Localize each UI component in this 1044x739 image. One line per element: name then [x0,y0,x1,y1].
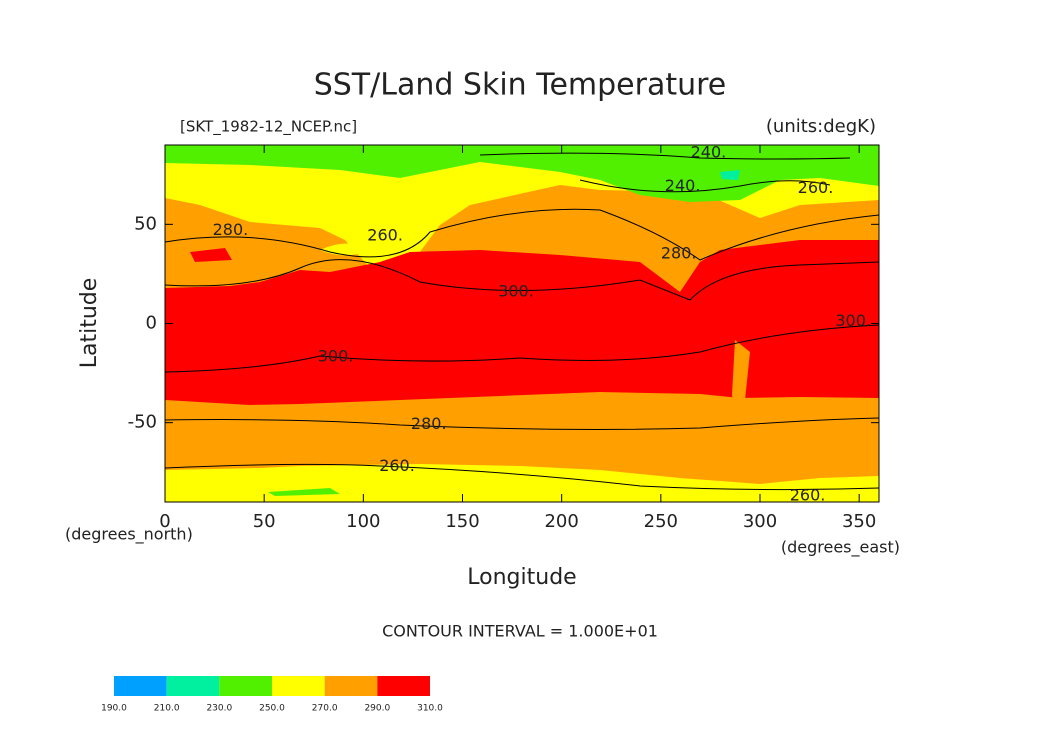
source-label: [SKT_1982-12_NCEP.nc] [180,118,357,137]
colorbar-label: 310.0 [417,704,443,714]
x-unit-label: (degrees_east) [781,538,900,558]
x-tick-label: 250 [644,511,678,532]
x-tick-label: 150 [445,511,479,532]
y-tick-label: 0 [146,313,157,334]
contour-label: 280. [411,414,447,433]
x-tick-label: 350 [842,511,876,532]
colorbar-box [272,676,325,696]
chart-title: SST/Land Skin Temperature [314,68,727,103]
contour-line [164,208,880,261]
colorbar-label: 230.0 [206,704,232,714]
colorbar-box [377,676,430,696]
contour-line [479,152,851,160]
x-tick-label: 300 [743,511,777,532]
field-band [732,340,750,425]
contour-label: 260. [790,486,826,505]
colorbar-label: 270.0 [312,704,338,714]
contour-label: 280. [213,220,249,239]
x-axis-title: Longitude [467,565,576,590]
contour-interval-note: CONTOUR INTERVAL = 1.000E+01 [382,622,658,641]
contour-label: 260. [379,456,415,475]
contour-label: 300. [498,281,534,300]
x-tick-label: 100 [346,511,380,532]
contour-line [164,324,880,373]
y-unit-label: (degrees_north) [65,525,193,545]
contour-line [164,259,880,301]
contour-field: 240. 240. 260. 260. 280. 280. 300. 300. 300. 280.… [164,142,880,505]
colorbar-box [219,676,272,696]
field-band [720,170,740,180]
field-band [165,145,879,202]
x-tick-label: 0 [159,511,170,532]
contour-line [164,417,880,430]
x-tick-label: 50 [253,511,276,532]
colorbar-box [166,676,220,696]
contour-line [164,463,880,491]
colorbar-label: 250.0 [259,704,285,714]
field-band [165,240,879,405]
field-band [165,464,879,502]
y-axis-title: Latitude [77,278,102,369]
units-label: (units:degK) [766,116,876,137]
contour-label: 240. [691,142,727,161]
field-band [190,248,232,262]
colorbar-label: 190.0 [101,704,127,714]
contour-line [579,179,831,193]
y-tick-label: -50 [128,412,157,433]
x-tick-label: 200 [544,511,578,532]
field-band [268,488,340,496]
colorbar-label: 290.0 [364,704,390,714]
contour-label: 300. [835,311,871,330]
contour-label: 260. [367,226,403,245]
contour-label: 240. [665,176,701,195]
colorbar-box [114,676,167,696]
colorbar-label: 210.0 [154,704,180,714]
contour-label: 260. [798,178,834,197]
contour-label: 300. [318,347,354,366]
colorbar-box [324,676,378,696]
contour-label: 280. [661,244,697,263]
y-tick-label: 50 [134,213,157,234]
